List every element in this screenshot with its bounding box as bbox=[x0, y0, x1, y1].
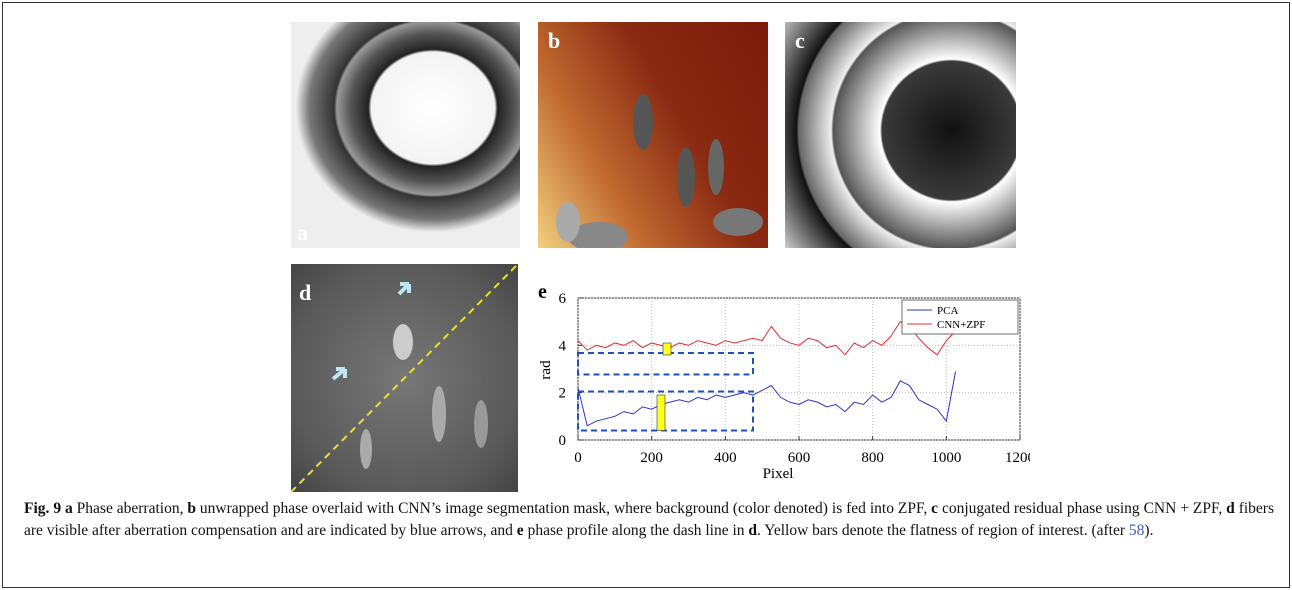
x-tick-label: 1000 bbox=[931, 450, 961, 466]
x-tick-label: 800 bbox=[861, 450, 884, 466]
data-line bbox=[577, 371, 957, 427]
flatness-bar bbox=[662, 342, 672, 356]
reference-link[interactable]: 58 bbox=[1128, 522, 1145, 539]
y-tick-label: 0 bbox=[559, 433, 567, 449]
caption-bold: d bbox=[748, 522, 758, 539]
caption-bold: c bbox=[931, 500, 939, 517]
y-tick-label: 4 bbox=[559, 338, 567, 354]
panel-label: c bbox=[795, 28, 805, 53]
caption-text: . Yellow bars denote the flatness of reg… bbox=[757, 522, 1129, 539]
flatness-bar bbox=[656, 394, 666, 431]
panel-label: b bbox=[548, 28, 561, 53]
x-axis-label: Pixel bbox=[763, 466, 794, 482]
caption-text: conjugated residual phase using CNN + ZP… bbox=[938, 500, 1227, 517]
y-axis-label: rad bbox=[538, 360, 554, 380]
caption-text: phase profile along the dash line in bbox=[523, 522, 749, 539]
panel-label: d bbox=[299, 280, 312, 305]
panel-label: e bbox=[538, 281, 547, 303]
legend-box bbox=[901, 299, 1019, 335]
x-tick-label: 600 bbox=[788, 450, 811, 466]
overlay bbox=[291, 264, 518, 492]
caption-bold: Fig. 9 a bbox=[24, 500, 73, 517]
caption-text: fibers are visible after aberration comp… bbox=[24, 500, 1274, 539]
chart: e Pixel rad 0 2 4 6 0 200 400 600 800 1000 1200 PCA… bbox=[538, 281, 1030, 482]
caption-text: Phase aberration, bbox=[72, 500, 188, 517]
mask-blobs bbox=[556, 94, 763, 248]
panel-b-image: b bbox=[538, 22, 768, 248]
x-tick-label: 0 bbox=[574, 450, 582, 466]
legend-label: PCA bbox=[937, 305, 958, 317]
y-tick-label: 2 bbox=[559, 386, 567, 402]
panel-a-image: a bbox=[291, 22, 520, 248]
panel-d-image: d bbox=[291, 264, 518, 492]
roi-box bbox=[577, 352, 754, 376]
panel-c-image: c bbox=[785, 22, 1016, 248]
caption-text: ). bbox=[1144, 522, 1154, 539]
caption-bold: d bbox=[1226, 500, 1235, 517]
legend-label: CNN+ZPF bbox=[937, 319, 985, 331]
caption-text: unwrapped phase overlaid with CNN’s imag… bbox=[196, 500, 932, 517]
x-tick-label: 1200 bbox=[1005, 450, 1030, 466]
y-tick-label: 6 bbox=[559, 291, 567, 307]
caption-bold: b bbox=[187, 500, 196, 517]
roi-box bbox=[577, 390, 754, 432]
x-tick-label: 200 bbox=[640, 450, 663, 466]
caption-bold: e bbox=[516, 522, 524, 539]
panel-label: a bbox=[297, 220, 308, 245]
caption: Fig. 9 a Phase aberration, b unwrapped p… bbox=[24, 498, 1274, 542]
x-tick-label: 400 bbox=[714, 450, 737, 466]
data-line bbox=[577, 321, 956, 356]
